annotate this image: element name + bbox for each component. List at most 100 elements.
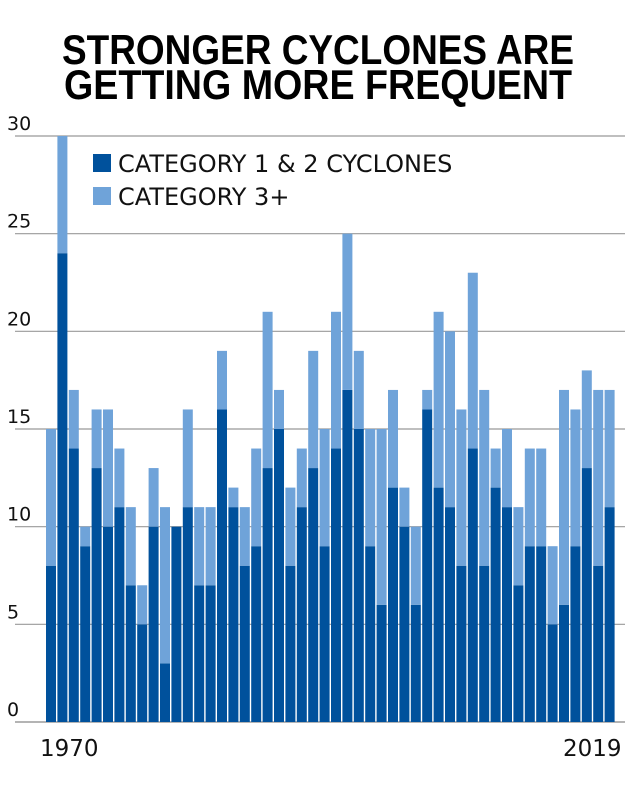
bar-cat12-2005 (445, 507, 455, 722)
bar-cat12-2001 (399, 526, 410, 722)
bar-cat3-1974 (91, 409, 102, 469)
bar-cat12-2010 (502, 507, 512, 722)
bar-cat3-1997 (353, 350, 364, 429)
bar-cat12-1995 (331, 448, 341, 722)
bar-cat12-1997 (353, 429, 364, 722)
bar-cat3-2013 (536, 448, 547, 547)
bar-cat3-2011 (513, 507, 524, 586)
y-axis-ticks: 0 5 10 15 20 25 30 (7, 113, 31, 721)
y-tick-label: 5 (7, 601, 19, 623)
legend-label-cat12: CATEGORY 1 & 2 CYCLONES (118, 150, 452, 178)
y-tick-label: 15 (7, 406, 31, 428)
bar-cat3-1996 (342, 233, 353, 390)
bar-cat3-1972 (68, 389, 79, 449)
bar-cat12-1996 (342, 389, 353, 722)
bar-cat3-1980 (160, 507, 170, 664)
bar-cat12-1998 (365, 546, 376, 722)
bar-cat3-1984 (205, 507, 216, 586)
bar-cat3-1995 (331, 311, 341, 449)
legend-swatch-cat3 (93, 187, 111, 205)
bar-cat12-1994 (319, 546, 330, 722)
bar-cat3-2003 (422, 389, 433, 410)
bar-cat12-1981 (171, 526, 182, 722)
bar-cat3-1999 (376, 429, 387, 605)
bar-cat3-1976 (114, 448, 125, 508)
bar-cat3-1982 (182, 409, 193, 508)
bar-cat3-1989 (262, 311, 273, 469)
bar-cat12-1972 (68, 448, 79, 722)
bar-cat3-2000 (388, 389, 398, 488)
bar-cat12-2015 (559, 604, 569, 722)
bar-cat12-1988 (251, 546, 262, 722)
bar-cat3-1979 (148, 468, 159, 527)
bars (46, 136, 615, 722)
bar-cat3-2004 (433, 311, 444, 488)
chart-title-line-2: GETTING MORE FREQUENT (64, 61, 572, 108)
y-tick-label: 25 (7, 211, 31, 233)
bar-cat3-1987 (239, 507, 250, 566)
bar-cat12-1984 (205, 585, 216, 722)
bar-cat12-2016 (570, 546, 581, 722)
bar-cat3-2015 (559, 389, 569, 605)
bar-cat12-1977 (125, 585, 136, 722)
bar-cat3-2001 (399, 487, 410, 527)
bar-cat12-1980 (160, 663, 170, 722)
bar-cat3-1971 (57, 136, 68, 254)
bar-cat12-1992 (296, 507, 307, 722)
bar-cat12-2008 (479, 565, 490, 722)
bar-cat3-2016 (570, 409, 581, 547)
bar-cat12-1971 (57, 253, 68, 722)
bar-cat12-2002 (410, 604, 421, 722)
bar-cat3-2010 (502, 429, 512, 508)
bar-cat12-2012 (524, 546, 535, 722)
bar-cat3-1978 (137, 585, 148, 625)
bar-cat3-2007 (467, 272, 478, 449)
bar-cat12-2004 (433, 487, 444, 722)
chart-title-line-1: STRONGER CYCLONES ARE (62, 26, 574, 73)
bar-cat12-1999 (376, 604, 387, 722)
y-tick-label: 20 (7, 308, 31, 330)
bar-cat3-2005 (445, 331, 455, 508)
bar-cat3-2012 (524, 448, 535, 547)
bar-cat12-1983 (194, 585, 205, 722)
x-tick-start: 1970 (40, 736, 99, 762)
bar-cat12-2014 (547, 624, 558, 722)
bar-cat12-1985 (217, 409, 227, 722)
bar-cat3-1973 (80, 526, 91, 547)
bar-cat12-1989 (262, 468, 273, 722)
bar-cat12-2006 (456, 565, 467, 722)
bar-cat3-2014 (547, 546, 558, 625)
bar-cat12-1975 (103, 526, 113, 722)
bar-cat3-2017 (581, 370, 592, 469)
bar-cat3-2009 (490, 448, 501, 488)
bar-cat12-2019 (604, 507, 615, 722)
bar-cat12-1987 (239, 565, 250, 722)
bar-cat3-1998 (365, 429, 376, 547)
bar-cat12-2017 (581, 468, 592, 722)
bar-cat12-1990 (274, 429, 284, 722)
legend-label-cat3: CATEGORY 3+ (118, 183, 289, 211)
bar-cat12-2007 (467, 448, 478, 722)
bar-cat12-2011 (513, 585, 524, 722)
bar-cat3-2019 (604, 389, 615, 508)
bar-cat3-1986 (228, 487, 239, 508)
bar-cat3-1970 (46, 429, 56, 566)
bar-cat12-1979 (148, 526, 159, 722)
bar-cat12-2003 (422, 409, 433, 722)
bar-cat12-2000 (388, 487, 398, 722)
y-tick-label: 10 (7, 504, 31, 526)
y-tick-label: 0 (7, 699, 19, 721)
x-tick-end: 2019 (563, 736, 622, 762)
legend: CATEGORY 1 & 2 CYCLONES CATEGORY 3+ (93, 150, 452, 211)
bar-cat3-2008 (479, 389, 490, 566)
bar-cat3-1985 (217, 350, 227, 410)
bar-cat3-1977 (125, 507, 136, 586)
bar-cat3-1991 (285, 487, 296, 566)
bar-cat3-2018 (593, 389, 604, 566)
bar-cat3-1983 (194, 507, 205, 586)
bar-cat12-2009 (490, 487, 501, 722)
bar-cat3-2002 (410, 526, 421, 605)
bar-cat12-1974 (91, 468, 102, 722)
bar-cat12-1978 (137, 624, 148, 722)
